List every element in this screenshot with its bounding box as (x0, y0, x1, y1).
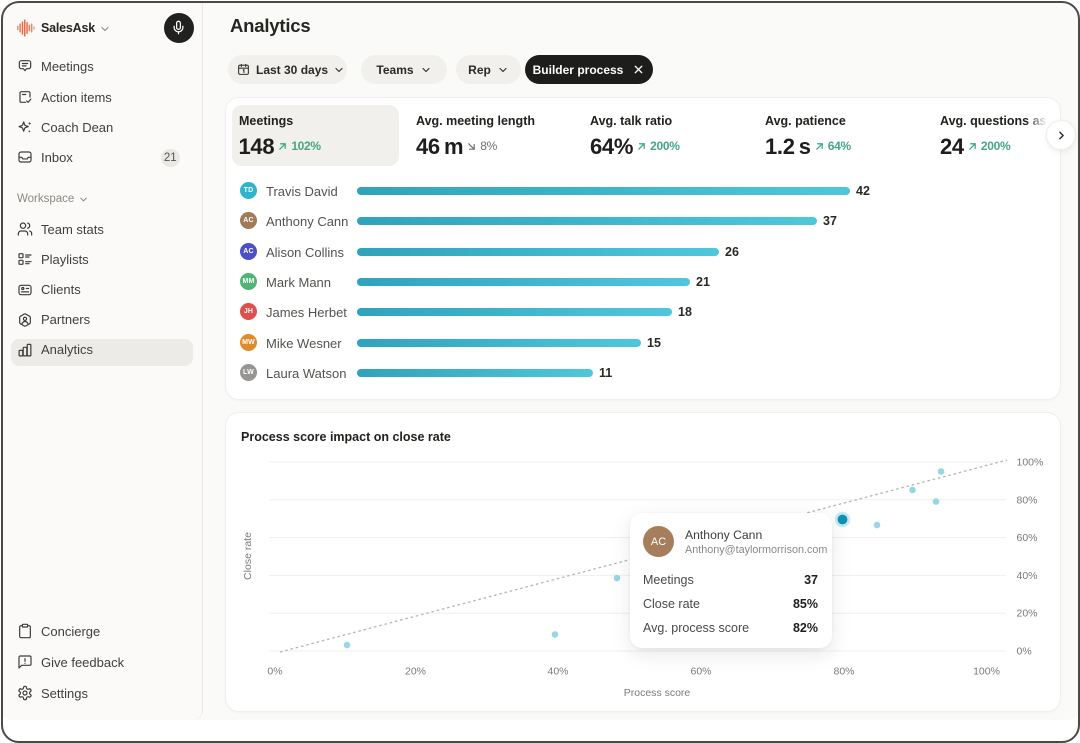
svg-text:20%: 20% (404, 666, 425, 678)
svg-text:Close rate: Close rate (242, 532, 254, 580)
svg-text:80%: 80% (1016, 494, 1037, 506)
svg-text:0%: 0% (1016, 646, 1031, 658)
svg-text:100%: 100% (973, 666, 1000, 678)
svg-text:100%: 100% (1016, 457, 1043, 469)
svg-text:Process score: Process score (623, 687, 690, 699)
svg-text:20%: 20% (1016, 608, 1037, 620)
svg-text:0%: 0% (267, 666, 282, 678)
svg-text:60%: 60% (690, 666, 711, 678)
svg-text:40%: 40% (547, 666, 568, 678)
svg-text:40%: 40% (1016, 570, 1037, 582)
svg-text:60%: 60% (1016, 532, 1037, 544)
svg-text:80%: 80% (833, 666, 854, 678)
